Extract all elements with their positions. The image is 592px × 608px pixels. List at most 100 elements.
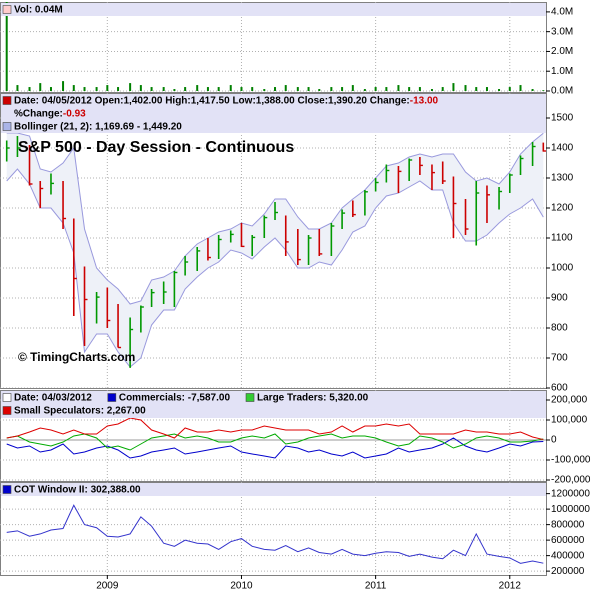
y-tick-label: 800000 — [551, 519, 585, 530]
plot-area — [0, 482, 546, 575]
volume-bar — [274, 87, 277, 91]
x-tick-label: 2011 — [365, 581, 387, 592]
x-tick-label: 2012 — [499, 581, 522, 592]
legend-segment: Date: 04/03/2012 — [14, 392, 92, 403]
y-tick-label: 2.0M — [551, 46, 573, 57]
legend-text: %Change:-0.93 — [14, 108, 86, 119]
volume-bar — [83, 87, 86, 91]
volume-bar — [129, 83, 132, 91]
series-line — [6, 417, 544, 441]
y-tick-label: 0 — [551, 435, 557, 446]
series-line — [6, 437, 544, 459]
y-tick-label: 700 — [551, 353, 568, 364]
y-tick-label: 1200000 — [551, 488, 590, 499]
legend-text: Small Speculators: 2,267.00 — [14, 405, 146, 416]
y-tick-label: 1000000 — [551, 504, 590, 515]
volume-bar — [363, 89, 366, 91]
volume-bar — [150, 87, 153, 91]
legend-segment: Small Speculators: 2,267.00 — [14, 405, 146, 416]
legend-text: COT Window II: 302,388.00 — [14, 484, 141, 495]
volume-bar — [374, 87, 377, 91]
legend-text: Large Traders: 5,320.00 — [257, 392, 369, 403]
y-tick-label: 1500 — [551, 113, 574, 124]
volume-bar — [229, 85, 232, 91]
volume-bar — [441, 87, 444, 91]
y-tick-label: 1100 — [551, 233, 573, 244]
legend-box — [245, 393, 255, 402]
band-upper — [6, 132, 544, 305]
y-tick-label: -100,000 — [551, 455, 591, 466]
volume-bar — [184, 87, 187, 91]
x-tick-label: 2009 — [96, 581, 119, 592]
legend-segment: Bollinger (21, 2): 1,169.69 - 1,449.20 — [14, 121, 182, 132]
y-tick-label: 1400 — [551, 143, 574, 154]
y-tick-label: -200,000 — [551, 475, 591, 486]
x-tick-label: 2010 — [230, 581, 253, 592]
volume-bar — [5, 2, 8, 91]
series-line — [6, 433, 544, 451]
legend-text: Vol: 0.04M — [14, 4, 63, 15]
header-band — [1, 391, 546, 418]
y-tick-label: 600000 — [551, 535, 585, 546]
y-tick-label: 1300 — [551, 173, 574, 184]
volume-bar — [173, 89, 176, 91]
volume-bar — [217, 87, 220, 91]
volume-bar — [117, 87, 120, 91]
annotation: © TimingCharts.com — [18, 350, 135, 364]
header-band — [1, 3, 546, 16]
legend-text: Date: 04/03/2012 — [14, 392, 92, 403]
legend-segment: Vol: 0.04M — [14, 4, 63, 15]
legend-box — [2, 122, 12, 131]
volume-bar — [452, 83, 455, 91]
y-tick-label: 600 — [551, 383, 568, 394]
volume-bar — [475, 87, 478, 91]
y-tick-label: 1200 — [551, 203, 574, 214]
volume-bar — [485, 87, 488, 91]
legend-segment: COT Window II: 302,388.00 — [14, 484, 141, 495]
volume-bar — [397, 85, 400, 91]
volume-bar — [284, 85, 287, 91]
volume-bar — [28, 87, 31, 91]
panel — [0, 482, 547, 576]
volume-bar — [418, 87, 421, 91]
volume-bar — [464, 85, 467, 91]
legend-text: Commercials: -7,587.00 — [119, 392, 231, 403]
y-tick-label: 1.0M — [551, 66, 573, 77]
header-band — [1, 483, 546, 496]
series-line — [6, 504, 544, 564]
volume-bar — [95, 87, 98, 91]
volume-bar — [139, 85, 142, 91]
legend-segment: %Change: — [14, 108, 63, 119]
volume-bar — [385, 87, 388, 91]
header-band — [1, 94, 546, 133]
y-tick-label: 800 — [551, 323, 568, 334]
legend-box — [3, 109, 11, 118]
y-tick-label: 0.0M — [551, 86, 573, 97]
volume-bar — [206, 87, 209, 91]
volume-bar — [542, 90, 545, 91]
chart-title: S&P 500 - Day Session - Continuous — [18, 139, 294, 156]
y-tick-label: 100,000 — [551, 415, 588, 426]
volume-bar — [341, 87, 344, 91]
legend-box — [2, 406, 12, 415]
volume-bar — [351, 85, 354, 91]
y-tick-label: 900 — [551, 293, 568, 304]
volume-bar — [72, 85, 75, 91]
volume-bar — [318, 89, 321, 91]
volume-bar — [263, 89, 266, 91]
volume-bar — [296, 87, 299, 91]
volume-bar — [62, 81, 65, 91]
legend-box — [107, 393, 117, 402]
volume-bar — [49, 87, 52, 91]
legend-box — [2, 485, 12, 494]
volume-bar — [240, 87, 243, 91]
volume-bar — [330, 87, 333, 91]
legend-text: Date: 04/05/2012 Open:1,402.00 High:1,41… — [14, 95, 439, 106]
volume-bar — [498, 89, 501, 91]
y-tick-label: 400000 — [551, 550, 585, 561]
volume-bar — [307, 87, 310, 91]
legend-text: Bollinger (21, 2): 1,169.69 - 1,449.20 — [14, 121, 182, 132]
legend-segment: -0.93 — [63, 108, 86, 119]
volume-bar — [196, 85, 199, 91]
